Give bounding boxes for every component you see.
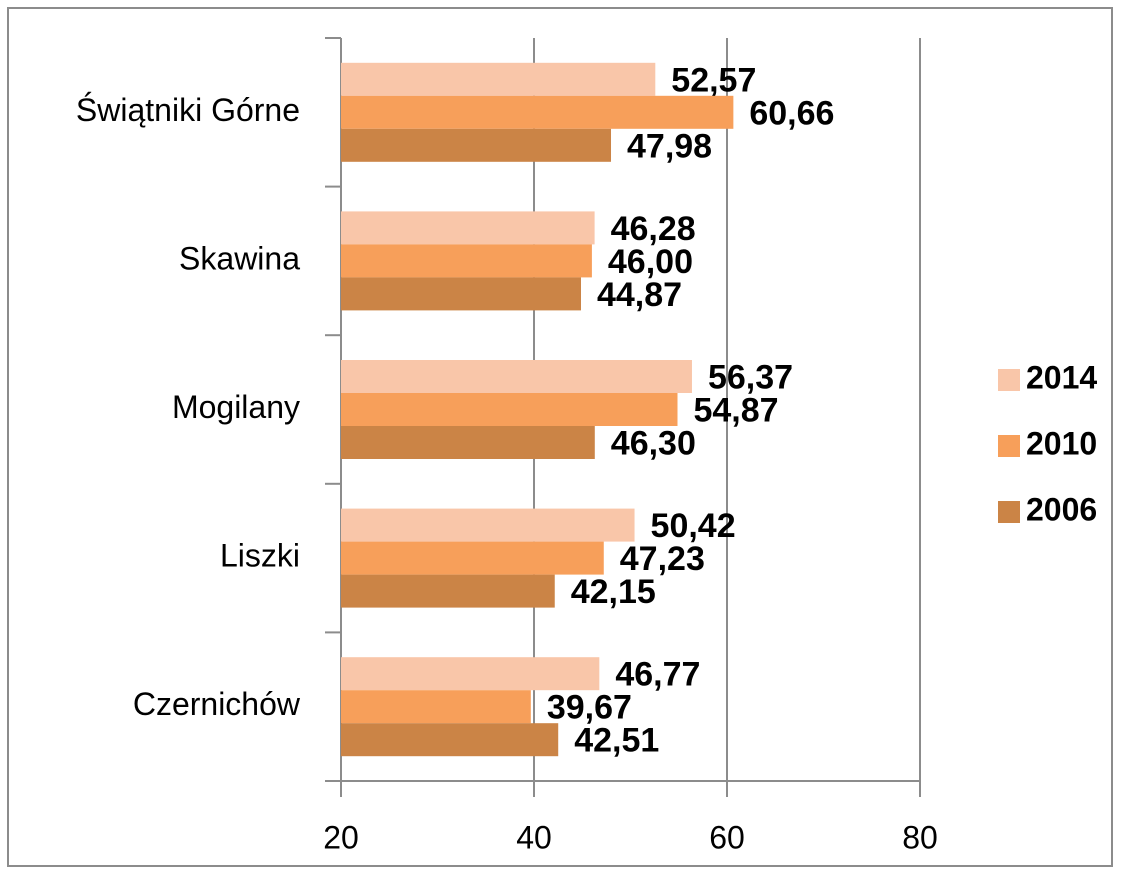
x-tick-label: 40 [516,819,552,855]
data-label: 39,67 [547,689,632,727]
bar [341,657,600,691]
legend-swatch [998,435,1020,457]
bar [341,277,581,311]
y-tick-label: Czernichów [133,686,301,722]
bar [341,244,592,278]
bar [341,574,555,608]
legend-swatch [998,501,1020,523]
legend-label: 2010 [1026,425,1097,461]
bar [341,541,604,575]
data-label: 54,87 [693,391,778,429]
data-label: 46,00 [608,243,693,281]
data-label: 42,15 [571,573,656,611]
data-label: 60,66 [749,94,834,132]
y-tick-label: Liszki [220,538,300,574]
bar [341,690,531,724]
data-label: 42,51 [574,722,659,760]
data-label: 52,57 [671,61,756,99]
bar [341,128,612,162]
data-label: 46,77 [615,656,700,694]
bar [341,393,678,426]
bar [341,95,734,129]
data-label: 44,87 [597,276,682,314]
data-label: 56,37 [708,358,793,396]
x-tick-label: 80 [902,819,938,855]
x-tick-label: 20 [323,819,359,855]
bar [341,508,635,542]
bar [341,62,656,96]
legend-label: 2014 [1026,359,1097,395]
data-label: 46,28 [611,210,696,248]
bar [341,211,595,245]
legend-swatch [998,369,1020,391]
y-tick-label: Mogilany [172,389,300,425]
bar [341,426,595,459]
bar [341,723,559,757]
data-label: 50,42 [651,507,736,545]
legend-label: 2006 [1026,491,1097,527]
data-label: 46,30 [611,424,696,462]
data-label: 47,98 [627,127,712,165]
y-tick-label: Skawina [179,240,300,276]
data-label: 47,23 [620,540,705,578]
bar [341,360,692,393]
x-tick-label: 60 [709,819,745,855]
y-tick-label: Świątniki Górne [76,92,300,128]
